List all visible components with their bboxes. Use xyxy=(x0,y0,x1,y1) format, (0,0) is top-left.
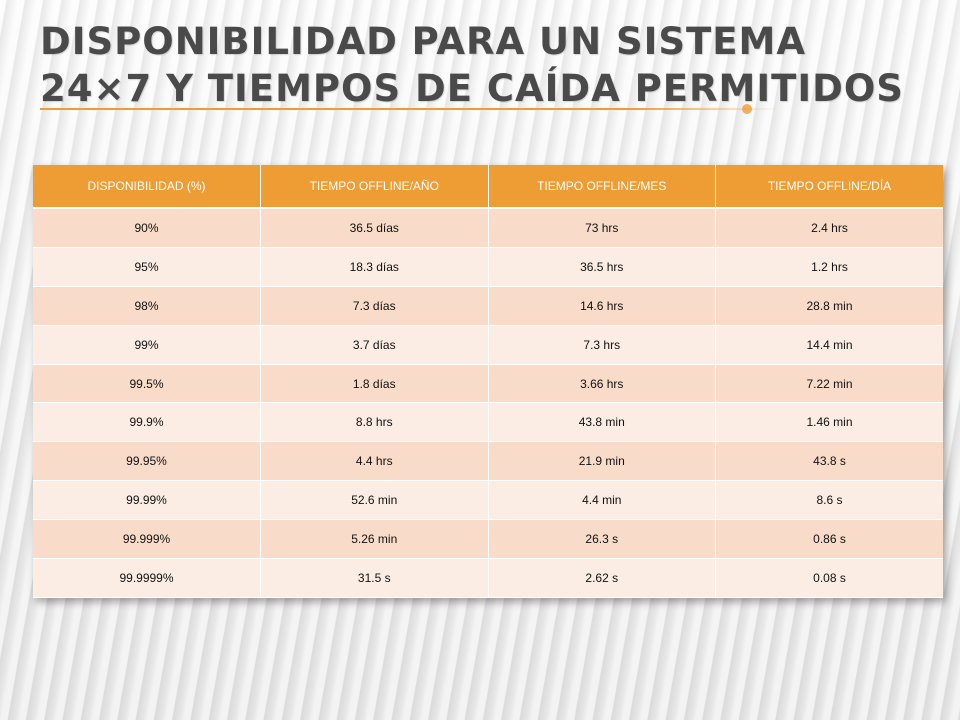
offline-month-cell: 73 hrs xyxy=(488,208,716,248)
availability-cell: 99% xyxy=(33,325,261,365)
availability-cell: 99.5% xyxy=(33,364,261,404)
offline-month-cell: 26.3 s xyxy=(488,519,716,560)
table-row: 98% 7.3 días 14.6 hrs 28.8 min xyxy=(33,286,943,326)
table-header-row: DISPONIBILIDAD (%) TIEMPO OFFLINE/AÑO TI… xyxy=(33,165,943,209)
offline-day-cell: 14.4 min xyxy=(715,325,943,365)
availability-cell: 99.999% xyxy=(33,519,261,560)
table-row: 99.9999% 31.5 s 2.62 s 0.08 s xyxy=(33,558,943,598)
table-body: 90% 36.5 días 73 hrs 2.4 hrs 95% 18.3 días 36.… xyxy=(33,208,943,598)
availability-table-container: DISPONIBILIDAD (%) TIEMPO OFFLINE/AÑO TI… xyxy=(33,165,943,598)
availability-cell: 99.99% xyxy=(33,480,261,521)
offline-day-cell: 7.22 min xyxy=(715,364,943,404)
offline-day-cell: 0.08 s xyxy=(715,558,943,598)
offline-month-cell: 21.9 min xyxy=(488,441,716,482)
offline-month-cell: 43.8 min xyxy=(488,402,716,443)
table-row: 99.99% 52.6 min 4.4 min 8.6 s xyxy=(33,480,943,521)
offline-day-cell: 43.8 s xyxy=(715,441,943,482)
availability-cell: 95% xyxy=(33,247,261,287)
offline-month-cell: 4.4 min xyxy=(488,480,716,521)
offline-day-cell: 8.6 s xyxy=(715,480,943,521)
offline-year-cell: 31.5 s xyxy=(260,558,489,598)
offline-year-cell: 18.3 días xyxy=(260,247,489,287)
availability-cell: 99.9% xyxy=(33,402,261,443)
header-offline-year: TIEMPO OFFLINE/AÑO xyxy=(260,165,489,209)
table-row: 99% 3.7 días 7.3 hrs 14.4 min xyxy=(33,325,943,365)
availability-cell: 99.9999% xyxy=(33,558,261,598)
offline-year-cell: 7.3 días xyxy=(260,286,489,326)
offline-year-cell: 1.8 días xyxy=(260,364,489,404)
slide-title: DISPONIBILIDAD PARA UN SISTEMA 24×7 Y TI… xyxy=(40,20,904,110)
header-availability: DISPONIBILIDAD (%) xyxy=(33,165,261,209)
availability-table: DISPONIBILIDAD (%) TIEMPO OFFLINE/AÑO TI… xyxy=(33,165,943,598)
availability-cell: 90% xyxy=(33,208,261,248)
offline-month-cell: 7.3 hrs xyxy=(488,325,716,365)
offline-day-cell: 2.4 hrs xyxy=(715,208,943,248)
availability-cell: 99.95% xyxy=(33,441,261,482)
header-offline-day: TIEMPO OFFLINE/DÍA xyxy=(715,165,943,209)
header-offline-month: TIEMPO OFFLINE/MES xyxy=(488,165,716,209)
offline-month-cell: 2.62 s xyxy=(488,558,716,598)
offline-month-cell: 3.66 hrs xyxy=(488,364,716,404)
offline-year-cell: 8.8 hrs xyxy=(260,402,489,443)
offline-year-cell: 52.6 min xyxy=(260,480,489,521)
offline-day-cell: 0.86 s xyxy=(715,519,943,560)
table-row: 95% 18.3 días 36.5 hrs 1.2 hrs xyxy=(33,247,943,287)
table-row: 99.5% 1.8 días 3.66 hrs 7.22 min xyxy=(33,364,943,404)
offline-day-cell: 28.8 min xyxy=(715,286,943,326)
offline-month-cell: 36.5 hrs xyxy=(488,247,716,287)
table-row: 99.9% 8.8 hrs 43.8 min 1.46 min xyxy=(33,402,943,443)
offline-year-cell: 36.5 días xyxy=(260,208,489,248)
title-underline xyxy=(40,108,780,110)
table-row: 99.999% 5.26 min 26.3 s 0.86 s xyxy=(33,519,943,560)
offline-year-cell: 5.26 min xyxy=(260,519,489,560)
offline-year-cell: 4.4 hrs xyxy=(260,441,489,482)
table-row: 90% 36.5 días 73 hrs 2.4 hrs xyxy=(33,208,943,248)
underline-accent-dot xyxy=(742,104,752,114)
table-row: 99.95% 4.4 hrs 21.9 min 43.8 s xyxy=(33,441,943,482)
offline-month-cell: 14.6 hrs xyxy=(488,286,716,326)
offline-year-cell: 3.7 días xyxy=(260,325,489,365)
availability-cell: 98% xyxy=(33,286,261,326)
offline-day-cell: 1.46 min xyxy=(715,402,943,443)
offline-day-cell: 1.2 hrs xyxy=(715,247,943,287)
